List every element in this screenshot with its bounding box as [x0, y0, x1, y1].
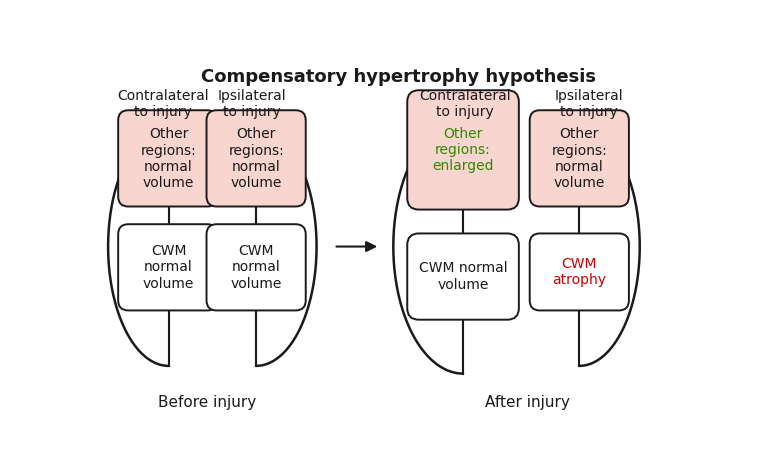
Text: CWM normal
volume: CWM normal volume — [419, 261, 507, 292]
FancyBboxPatch shape — [118, 224, 217, 310]
FancyBboxPatch shape — [530, 110, 629, 207]
Text: Contralateral
to injury: Contralateral to injury — [419, 89, 511, 119]
FancyBboxPatch shape — [206, 110, 306, 207]
Text: Other
regions:
enlarged: Other regions: enlarged — [433, 127, 494, 173]
Text: Ipsilateral
to injury: Ipsilateral to injury — [218, 89, 286, 119]
Text: CWM
normal
volume: CWM normal volume — [230, 244, 282, 290]
Text: Contralateral
to injury: Contralateral to injury — [117, 89, 209, 119]
Text: Other
regions:
normal
volume: Other regions: normal volume — [141, 128, 196, 190]
Text: Ipsilateral
to injury: Ipsilateral to injury — [555, 89, 624, 119]
Text: CWM
atrophy: CWM atrophy — [552, 257, 606, 287]
FancyBboxPatch shape — [118, 110, 217, 207]
Text: Compensatory hypertrophy hypothesis: Compensatory hypertrophy hypothesis — [202, 68, 596, 86]
Text: Other
regions:
normal
volume: Other regions: normal volume — [228, 128, 284, 190]
FancyBboxPatch shape — [407, 90, 519, 209]
Text: CWM
normal
volume: CWM normal volume — [143, 244, 194, 290]
Text: Other
regions:
normal
volume: Other regions: normal volume — [552, 128, 607, 190]
Text: Before injury: Before injury — [158, 395, 257, 409]
FancyBboxPatch shape — [407, 233, 519, 320]
Text: After injury: After injury — [485, 395, 569, 409]
FancyBboxPatch shape — [530, 233, 629, 310]
FancyBboxPatch shape — [206, 224, 306, 310]
